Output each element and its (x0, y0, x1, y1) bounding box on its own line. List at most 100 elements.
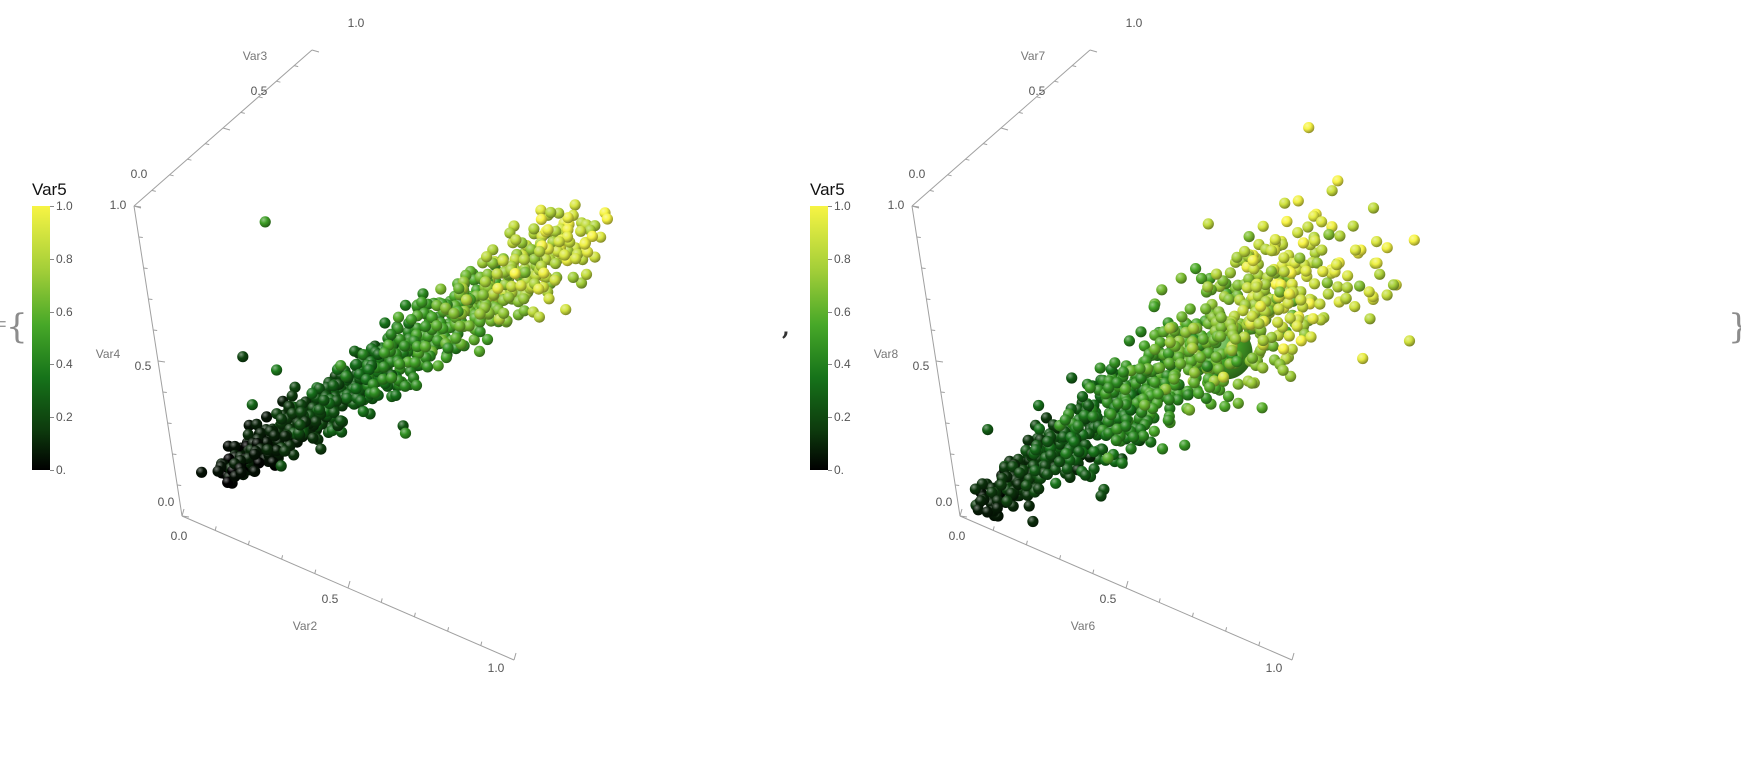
data-point (1279, 197, 1291, 209)
data-point (474, 308, 486, 320)
data-point (315, 443, 327, 455)
data-point (249, 465, 261, 477)
color-legend-right: Var5 0. 0.2 0.4 0.6 0.8 1.0 (808, 180, 878, 480)
axis-tick-z (931, 329, 936, 331)
scatter-plot-3d-right[interactable]: Var7 Var8 Var6 1.0 0.5 0.0 1.0 0.5 0.0 0… (778, 0, 1558, 767)
data-point (378, 361, 390, 373)
legend-tick-label: 0. (834, 463, 845, 477)
tick-x-0: 0.0 (949, 529, 966, 543)
data-point (463, 320, 475, 332)
data-point (1257, 334, 1269, 347)
data-point (1142, 363, 1154, 375)
data-point (575, 277, 588, 289)
data-point (1148, 301, 1160, 313)
axis-tick-x (247, 540, 250, 545)
data-point (1349, 244, 1362, 256)
data-point (1317, 265, 1329, 278)
data-point (1223, 293, 1235, 305)
axis-label-z: Var8 (874, 347, 899, 361)
tick-z-05: 0.5 (913, 359, 930, 373)
tick-z-1: 1.0 (888, 198, 905, 212)
data-point (242, 429, 254, 441)
data-point (379, 317, 391, 329)
data-point (1061, 463, 1073, 475)
data-point (399, 427, 412, 439)
data-point (410, 379, 423, 391)
legend-colorbar (810, 206, 828, 470)
data-point (1224, 267, 1236, 279)
data-point (357, 349, 369, 361)
legend-tick-label: 0. (56, 463, 67, 477)
data-point (1066, 372, 1078, 384)
axis-tick-z (926, 298, 931, 300)
data-point (369, 387, 381, 399)
data-point (1186, 342, 1198, 354)
data-point (1281, 215, 1293, 228)
axis-tick-z (177, 484, 182, 486)
data-point (975, 495, 987, 507)
data-point (1138, 340, 1150, 352)
data-point (1302, 221, 1314, 233)
legend-tick (828, 258, 832, 260)
axis-tick-z (945, 422, 950, 424)
data-point (1331, 259, 1343, 271)
axis-tick-x (1158, 598, 1161, 603)
data-point (1371, 257, 1383, 269)
axis-tick-y (983, 143, 988, 146)
data-point (1185, 355, 1197, 367)
data-point (409, 357, 421, 369)
data-point (534, 245, 546, 258)
data-point (1357, 352, 1369, 365)
axis-tick-z (935, 360, 944, 363)
legend-tick (828, 364, 832, 366)
legend-tick-label: 0.4 (56, 357, 73, 372)
data-point (392, 311, 405, 323)
data-points (196, 199, 614, 489)
data-point (1145, 436, 1157, 448)
data-point (518, 254, 530, 266)
data-point (1250, 281, 1262, 293)
data-point (294, 419, 306, 431)
data-point (1041, 468, 1053, 480)
legend-tick (828, 417, 832, 419)
data-point (1210, 351, 1222, 363)
data-point (468, 334, 480, 346)
data-point (286, 390, 298, 402)
data-point (1316, 244, 1328, 256)
tick-z-05: 0.5 (135, 359, 152, 373)
data-point (1246, 310, 1258, 322)
data-point (399, 340, 411, 352)
legend-title: Var5 (32, 180, 67, 199)
axes-box (911, 49, 1295, 661)
legend-tick-label: 0.4 (834, 357, 851, 372)
data-point (1050, 477, 1062, 489)
data-point (450, 332, 462, 344)
data-point (1243, 231, 1255, 243)
data-point (1259, 278, 1272, 291)
data-point (288, 449, 300, 461)
axis-tick-z (911, 205, 920, 208)
axis-tick-x (513, 652, 517, 661)
data-point (1103, 427, 1115, 439)
data-point (1119, 383, 1131, 395)
axis-tick-x (1191, 612, 1194, 617)
data-point (1332, 175, 1344, 187)
data-point (1117, 366, 1129, 378)
data-point (1367, 202, 1380, 214)
axis-tick-y (169, 174, 174, 177)
data-point (1282, 297, 1294, 309)
data-point (1309, 235, 1321, 247)
data-point (1269, 234, 1281, 246)
data-point (1278, 266, 1290, 278)
data-point (426, 311, 438, 324)
data-point (1217, 371, 1230, 383)
data-point (1187, 322, 1200, 334)
data-point (981, 506, 993, 518)
data-point (1277, 364, 1289, 376)
scatter-plot-3d-left[interactable]: Var3 Var4 Var2 1.0 0.5 0.0 1.0 0.5 0.0 0… (0, 0, 780, 767)
axis-tick-x (1125, 580, 1129, 589)
legend-tick (50, 417, 54, 419)
data-point (1381, 242, 1393, 254)
data-point (570, 253, 582, 265)
legend-tick-label: 0.2 (56, 410, 73, 425)
